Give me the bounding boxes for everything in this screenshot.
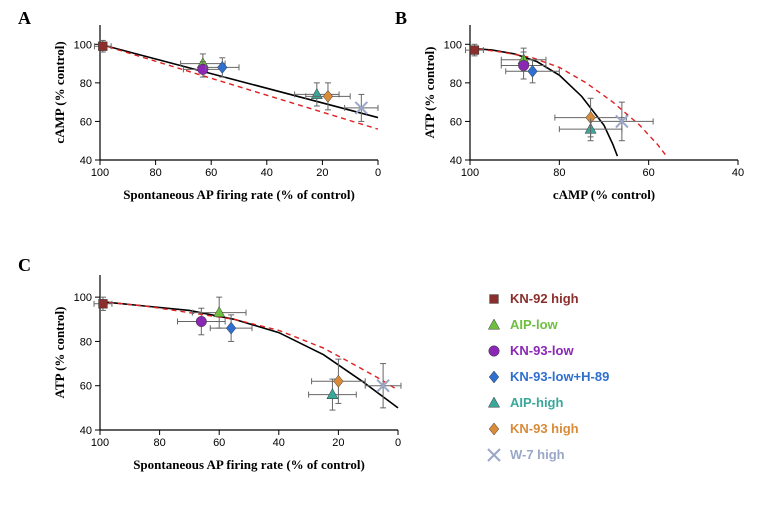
svg-text:60: 60 [643, 167, 655, 179]
svg-text:60: 60 [205, 167, 217, 179]
svg-text:80: 80 [553, 167, 565, 179]
svg-text:60: 60 [80, 381, 92, 393]
svg-text:100: 100 [461, 167, 479, 179]
svg-text:Spontaneous AP firing rate (%: Spontaneous AP firing rate (% of control… [123, 187, 355, 202]
svg-text:Spontaneous AP firing rate (%: Spontaneous AP firing rate (% of control… [133, 457, 365, 472]
legend-item-label: KN-93-low [510, 343, 574, 358]
svg-text:100: 100 [74, 39, 92, 51]
legend-item-label: KN-92 high [510, 291, 579, 306]
svg-text:ATP (% control): ATP (% control) [52, 307, 67, 399]
svg-text:100: 100 [91, 167, 109, 179]
chart-b: 100 80 60 40 40 60 80 100 cAMP (% control) ATP (%… [420, 15, 750, 205]
svg-text:40: 40 [450, 155, 462, 167]
svg-text:60: 60 [80, 116, 92, 128]
svg-text:40: 40 [732, 167, 744, 179]
panel-label-a: A [18, 8, 31, 29]
chart-a: 100 80 60 40 20 0 40 60 80 100 Spontaneous AP firi… [50, 15, 390, 205]
legend-item-label: AIP-high [510, 395, 563, 410]
svg-text:100: 100 [91, 437, 109, 449]
svg-text:80: 80 [450, 78, 462, 90]
svg-text:20: 20 [316, 167, 328, 179]
svg-text:0: 0 [395, 437, 401, 449]
svg-text:cAMP (% control): cAMP (% control) [553, 187, 655, 202]
svg-text:20: 20 [332, 437, 344, 449]
svg-text:60: 60 [213, 437, 225, 449]
chart-c: 100 80 60 40 20 0 40 60 80 100 Spontaneous AP firi… [50, 265, 410, 475]
legend-item-label: KN-93-low+H-89 [510, 369, 609, 384]
legend-item-label: KN-93 high [510, 421, 579, 436]
legend-item-label: W-7 high [510, 447, 565, 462]
panel-label-b: B [395, 8, 407, 29]
svg-text:80: 80 [149, 167, 161, 179]
svg-text:ATP (% control): ATP (% control) [422, 47, 437, 139]
svg-text:60: 60 [450, 116, 462, 128]
svg-text:cAMP (% control): cAMP (% control) [52, 41, 67, 143]
svg-text:0: 0 [375, 167, 381, 179]
svg-text:40: 40 [80, 425, 92, 437]
svg-text:40: 40 [273, 437, 285, 449]
svg-text:100: 100 [74, 292, 92, 304]
svg-text:80: 80 [80, 78, 92, 90]
legend-item-label: AIP-low [510, 317, 559, 332]
svg-text:80: 80 [80, 336, 92, 348]
svg-text:100: 100 [444, 39, 462, 51]
svg-text:40: 40 [261, 167, 273, 179]
panel-label-c: C [18, 255, 31, 276]
legend: KN-92 high AIP-low KN-93-low KN-93-low+H-89… [480, 285, 760, 495]
svg-text:80: 80 [153, 437, 165, 449]
svg-text:40: 40 [80, 155, 92, 167]
